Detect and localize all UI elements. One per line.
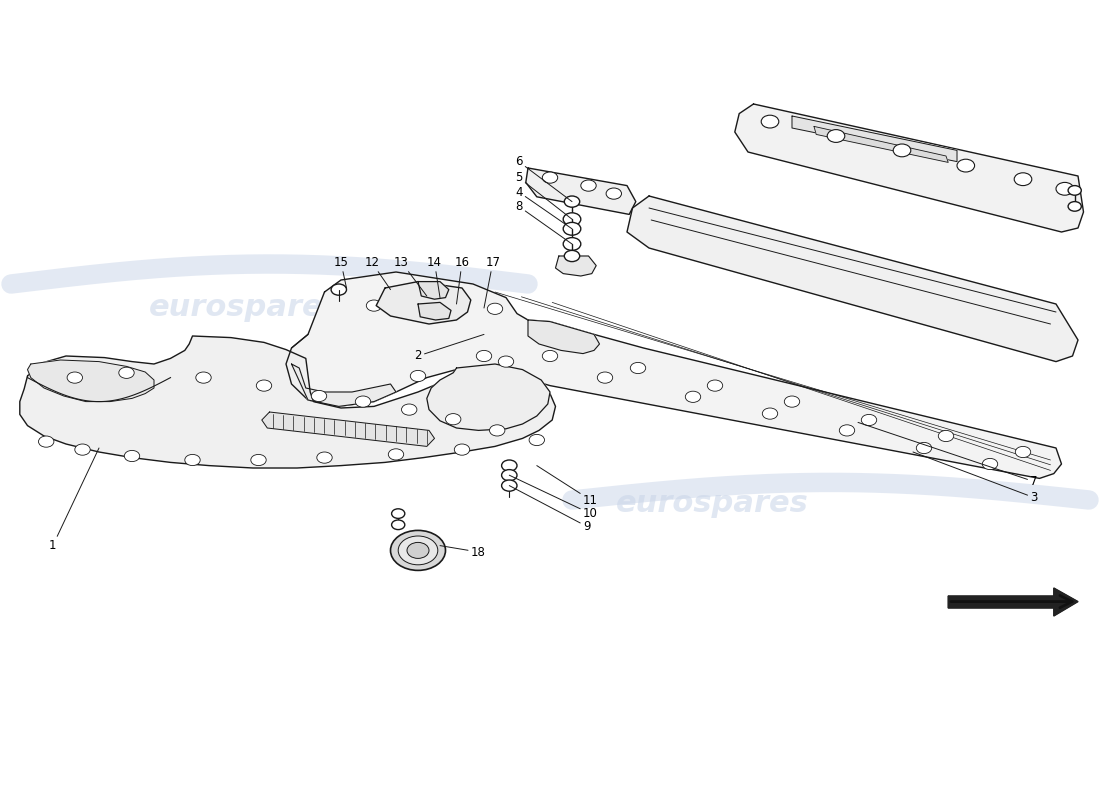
Polygon shape (376, 282, 471, 324)
Circle shape (392, 520, 405, 530)
Circle shape (392, 509, 405, 518)
Polygon shape (418, 302, 451, 320)
Circle shape (185, 454, 200, 466)
Circle shape (1068, 186, 1081, 195)
Text: eurospares: eurospares (148, 293, 341, 322)
Circle shape (251, 454, 266, 466)
Polygon shape (948, 588, 1078, 616)
Circle shape (502, 460, 517, 471)
Circle shape (487, 303, 503, 314)
Circle shape (957, 159, 975, 172)
Polygon shape (28, 360, 154, 402)
Circle shape (563, 213, 581, 226)
Circle shape (390, 530, 446, 570)
Circle shape (317, 452, 332, 463)
Text: 5: 5 (515, 171, 572, 219)
Polygon shape (792, 116, 957, 162)
Text: 4: 4 (515, 186, 572, 229)
Polygon shape (286, 272, 1062, 478)
Circle shape (256, 380, 272, 391)
Polygon shape (627, 196, 1078, 362)
Circle shape (893, 144, 911, 157)
Circle shape (407, 542, 429, 558)
Circle shape (542, 172, 558, 183)
Circle shape (630, 362, 646, 374)
Circle shape (784, 396, 800, 407)
Text: 6: 6 (515, 155, 572, 202)
Polygon shape (262, 412, 435, 446)
Circle shape (331, 284, 346, 295)
Circle shape (761, 115, 779, 128)
Circle shape (355, 396, 371, 407)
Circle shape (476, 350, 492, 362)
Circle shape (196, 372, 211, 383)
Polygon shape (814, 126, 948, 162)
Circle shape (75, 444, 90, 455)
Polygon shape (292, 364, 396, 406)
Circle shape (606, 188, 621, 199)
Circle shape (707, 380, 723, 391)
Text: 11: 11 (537, 466, 598, 506)
Circle shape (1015, 446, 1031, 458)
Circle shape (366, 300, 382, 311)
Text: 1: 1 (50, 448, 99, 552)
Circle shape (685, 391, 701, 402)
Text: 13: 13 (394, 256, 427, 296)
Text: 3: 3 (913, 452, 1037, 504)
Text: 10: 10 (509, 475, 598, 520)
Text: 15: 15 (333, 256, 349, 288)
Circle shape (502, 480, 517, 491)
Circle shape (861, 414, 877, 426)
Circle shape (67, 372, 82, 383)
Circle shape (454, 444, 470, 455)
Text: 16: 16 (454, 256, 470, 304)
Circle shape (597, 372, 613, 383)
Text: 12: 12 (364, 256, 390, 290)
Polygon shape (526, 168, 636, 214)
Text: 18: 18 (440, 546, 486, 558)
Text: 17: 17 (484, 256, 500, 308)
Polygon shape (528, 320, 600, 354)
Circle shape (119, 367, 134, 378)
Polygon shape (418, 282, 449, 299)
Circle shape (490, 425, 505, 436)
Circle shape (398, 536, 438, 565)
Circle shape (839, 425, 855, 436)
Text: 8: 8 (515, 200, 572, 244)
Polygon shape (735, 104, 1084, 232)
Circle shape (938, 430, 954, 442)
Circle shape (39, 436, 54, 447)
Circle shape (529, 434, 544, 446)
Circle shape (916, 442, 932, 454)
Circle shape (1056, 182, 1074, 195)
Circle shape (563, 222, 581, 235)
Circle shape (542, 350, 558, 362)
Text: eurospares: eurospares (616, 489, 808, 518)
Polygon shape (427, 364, 550, 430)
Circle shape (564, 196, 580, 207)
Circle shape (388, 449, 404, 460)
Text: 14: 14 (427, 256, 442, 298)
Circle shape (502, 470, 517, 481)
Circle shape (402, 404, 417, 415)
Circle shape (827, 130, 845, 142)
Circle shape (311, 390, 327, 402)
Circle shape (762, 408, 778, 419)
Polygon shape (556, 256, 596, 276)
Circle shape (563, 238, 581, 250)
Circle shape (581, 180, 596, 191)
Circle shape (410, 370, 426, 382)
Polygon shape (20, 336, 555, 468)
Text: 2: 2 (415, 334, 484, 362)
Circle shape (564, 250, 580, 262)
Text: 9: 9 (509, 486, 591, 533)
Circle shape (498, 356, 514, 367)
Circle shape (432, 297, 448, 308)
Circle shape (1014, 173, 1032, 186)
Circle shape (1068, 202, 1081, 211)
Circle shape (982, 458, 998, 470)
Circle shape (446, 414, 461, 425)
Circle shape (124, 450, 140, 462)
Text: 7: 7 (858, 422, 1037, 488)
